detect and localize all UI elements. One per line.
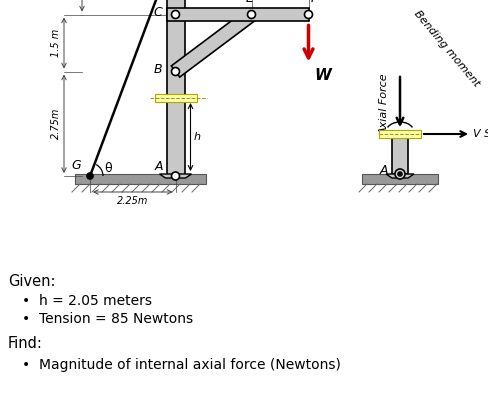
Polygon shape: [171, 9, 256, 77]
Text: W: W: [314, 69, 331, 84]
Bar: [166, 0, 184, 176]
Text: B: B: [154, 63, 163, 76]
Circle shape: [398, 172, 402, 176]
Text: C: C: [154, 6, 163, 19]
Bar: [379, 130, 421, 138]
Circle shape: [395, 169, 405, 179]
Text: A: A: [155, 159, 163, 173]
Circle shape: [171, 10, 180, 18]
Circle shape: [247, 10, 256, 18]
Polygon shape: [160, 174, 191, 178]
Bar: [166, 8, 308, 21]
Text: G: G: [71, 159, 81, 172]
Text: •  Magnitude of internal axial force (Newtons): • Magnitude of internal axial force (New…: [22, 358, 341, 372]
Text: Bending moment: Bending moment: [412, 9, 482, 89]
Circle shape: [87, 173, 93, 179]
Text: A: A: [380, 163, 388, 176]
Text: h: h: [194, 132, 201, 142]
Text: V Shear force: V Shear force: [473, 129, 488, 139]
Text: Axial Force: Axial Force: [380, 73, 390, 135]
Text: θ: θ: [104, 163, 112, 176]
Text: •  Tension = 85 Newtons: • Tension = 85 Newtons: [22, 312, 193, 326]
Circle shape: [305, 10, 312, 18]
Bar: [155, 94, 197, 102]
Circle shape: [171, 67, 180, 75]
Bar: [362, 174, 438, 184]
Text: E: E: [245, 0, 253, 5]
Text: 2.75m: 2.75m: [51, 108, 61, 139]
Text: F: F: [310, 0, 318, 5]
Bar: [392, 134, 408, 174]
Circle shape: [171, 172, 180, 180]
Text: 1.5 m: 1.5 m: [51, 29, 61, 57]
Text: 2.25m: 2.25m: [117, 196, 148, 206]
Text: Given:: Given:: [8, 274, 56, 289]
Polygon shape: [386, 174, 414, 178]
Text: •  h = 2.05 meters: • h = 2.05 meters: [22, 294, 152, 308]
Text: Find:: Find:: [8, 336, 43, 351]
Bar: [75, 174, 205, 184]
